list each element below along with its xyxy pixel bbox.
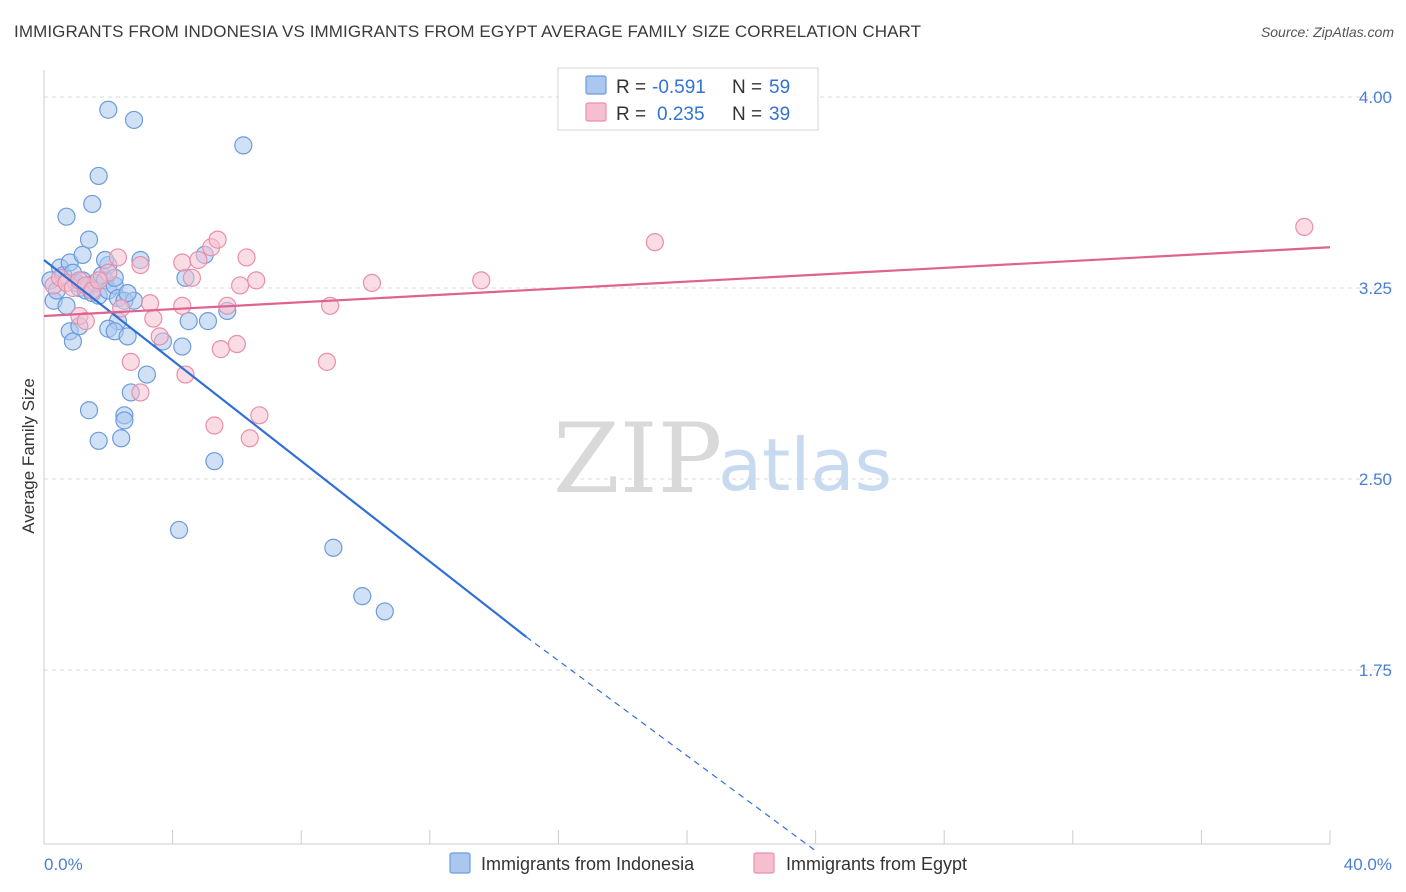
legend-n-label-egypt: N = — [732, 104, 762, 125]
point-indonesia — [79, 401, 99, 420]
legend-n-label-indonesia: N = — [732, 77, 762, 98]
legend-n-value-indonesia: 59 — [769, 77, 790, 98]
legend-swatch-indonesia — [585, 75, 607, 95]
point-indonesia — [169, 520, 189, 540]
y-tick-label: 3.25 — [1359, 279, 1392, 298]
point-egypt — [237, 248, 256, 267]
point-egypt — [173, 253, 192, 272]
point-egypt — [208, 230, 227, 249]
point-egypt — [247, 271, 266, 290]
point-egypt — [317, 352, 337, 371]
series-legend: Immigrants from Indonesia Immigrants fro… — [449, 852, 967, 874]
point-egypt — [173, 296, 192, 315]
y-axis-title: Average Family Size — [19, 378, 38, 534]
point-egypt — [131, 383, 150, 402]
x-tick-label-max: 40.0% — [1344, 855, 1392, 874]
watermark-zip: ZIP — [553, 403, 722, 515]
point-egypt — [89, 271, 108, 290]
point-egypt — [176, 365, 195, 384]
point-egypt — [150, 327, 169, 346]
x-axis-ticks — [172, 830, 1331, 844]
point-egypt — [231, 276, 250, 295]
trend-line-indonesia-extension — [525, 636, 816, 852]
point-indonesia — [118, 327, 137, 346]
bottom-legend-swatch-egypt — [753, 852, 775, 874]
bottom-legend-label-egypt: Immigrants from Egypt — [786, 854, 967, 874]
point-indonesia — [79, 230, 99, 249]
legend-r-label-indonesia: R = — [616, 77, 646, 98]
point-egypt — [645, 233, 664, 252]
point-indonesia — [118, 283, 137, 303]
point-egypt — [76, 312, 95, 331]
point-egypt — [1295, 217, 1314, 236]
legend-r-label-egypt: R = — [616, 104, 646, 125]
bottom-legend-label-indonesia: Immigrants from Indonesia — [481, 854, 695, 874]
legend-n-value-egypt: 39 — [769, 104, 790, 125]
stats-legend: R = -0.591 N = 59 R = 0.235 N = 39 — [557, 67, 819, 131]
point-indonesia — [124, 110, 144, 130]
source-label: Source: ZipAtlas.com — [1260, 24, 1394, 40]
trend-line-egypt — [43, 246, 1331, 318]
point-indonesia — [198, 312, 218, 331]
point-egypt — [362, 273, 382, 293]
point-egypt — [121, 352, 140, 371]
point-egypt — [144, 309, 163, 328]
point-indonesia — [83, 194, 102, 214]
trend-line-indonesia — [43, 259, 527, 638]
legend-r-value-egypt: 0.235 — [657, 104, 705, 125]
point-indonesia — [375, 602, 394, 621]
point-egypt — [211, 340, 230, 359]
point-egypt — [189, 250, 208, 270]
y-tick-labels: 4.00 3.25 2.50 1.75 — [1359, 88, 1392, 680]
point-indonesia — [173, 337, 192, 356]
point-indonesia — [89, 166, 108, 186]
point-indonesia — [115, 411, 134, 430]
point-egypt — [108, 248, 128, 267]
trend-lines — [43, 246, 1331, 852]
point-egypt — [250, 406, 269, 425]
point-indonesia — [63, 332, 83, 351]
point-indonesia — [73, 245, 92, 264]
point-indonesia — [112, 429, 131, 448]
point-indonesia — [99, 100, 118, 119]
point-indonesia — [179, 312, 198, 331]
point-indonesia — [57, 207, 76, 226]
watermark-atlas: atlas — [718, 423, 892, 507]
legend-r-value-indonesia: -0.591 — [652, 77, 706, 98]
x-tick-label-min: 0.0% — [44, 855, 83, 874]
point-egypt — [240, 429, 259, 448]
point-egypt — [182, 268, 201, 287]
series-indonesia-points — [41, 100, 394, 621]
point-indonesia — [353, 587, 372, 606]
watermark: ZIP atlas — [553, 403, 892, 515]
point-indonesia — [89, 431, 108, 450]
legend-swatch-egypt — [585, 102, 607, 122]
y-tick-label: 2.50 — [1359, 470, 1392, 489]
point-egypt — [131, 255, 150, 275]
point-egypt — [205, 416, 224, 435]
point-egypt — [227, 334, 246, 354]
point-indonesia — [234, 136, 253, 155]
y-tick-label: 1.75 — [1359, 661, 1392, 680]
point-indonesia — [137, 365, 156, 384]
y-tick-label: 4.00 — [1359, 88, 1392, 107]
gridlines — [44, 96, 1392, 671]
point-indonesia — [205, 452, 224, 471]
point-indonesia — [324, 538, 343, 557]
bottom-legend-swatch-indonesia — [449, 852, 471, 874]
series-egypt-points — [44, 217, 1314, 448]
point-egypt — [472, 271, 491, 290]
chart-title: IMMIGRANTS FROM INDONESIA VS IMMIGRANTS … — [14, 22, 922, 41]
